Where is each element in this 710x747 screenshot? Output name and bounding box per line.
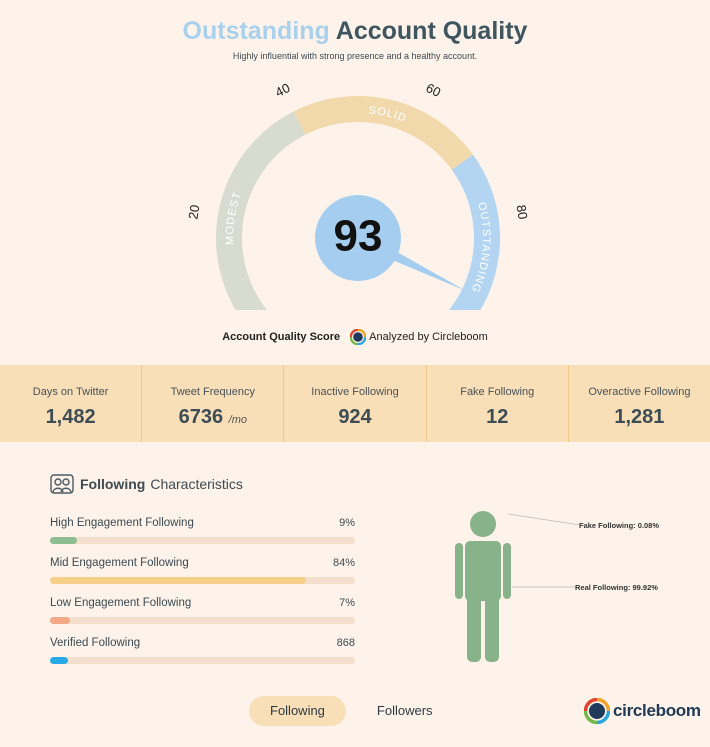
brand-logo: circleboom bbox=[584, 698, 701, 724]
heading-normal: Characteristics bbox=[150, 476, 243, 492]
tab-followers[interactable]: Followers bbox=[376, 703, 433, 718]
fake-leader-line bbox=[507, 513, 581, 526]
stat-value: 924 bbox=[338, 406, 372, 428]
gauge-segment-outstanding bbox=[448, 154, 500, 310]
stat-unit: /mo bbox=[228, 414, 247, 426]
person-head bbox=[470, 511, 496, 537]
gauge-tick-label: 20 bbox=[185, 204, 202, 221]
stat-label: Tweet Frequency bbox=[170, 386, 255, 398]
bar-value: 7% bbox=[339, 597, 355, 609]
quality-gauge: MODESTSOLIDOUTSTANDING02040608010093 bbox=[185, 80, 531, 310]
bar-fill bbox=[50, 657, 69, 664]
bar-value: 868 bbox=[336, 637, 355, 649]
real-following-label: Real Following: 99.92% bbox=[575, 583, 658, 592]
title-accent: Outstanding bbox=[182, 17, 330, 45]
person-torso bbox=[465, 541, 501, 601]
person-icon bbox=[455, 511, 511, 662]
gauge-score: 93 bbox=[334, 212, 383, 261]
gauge-segment-modest bbox=[216, 111, 306, 310]
analyzed-by-label: Analyzed by Circleboom bbox=[369, 331, 488, 343]
stat-value: 6736 /mo bbox=[178, 406, 247, 428]
circleboom-logo-icon bbox=[350, 329, 367, 345]
bar-fill bbox=[50, 537, 78, 544]
bar-fill bbox=[50, 577, 307, 584]
bar-track bbox=[50, 537, 355, 544]
gauge-segment-solid bbox=[293, 96, 473, 170]
person-left-arm bbox=[455, 543, 463, 599]
bar-value: 84% bbox=[332, 557, 355, 569]
bar-label: Verified Following bbox=[50, 637, 141, 649]
title-rest: Account Quality bbox=[329, 17, 528, 45]
stat-value: 1,482 bbox=[45, 406, 96, 428]
engagement-bars: High Engagement Following 9% Mid Engagem… bbox=[50, 517, 355, 677]
page-subtitle: Highly influential with strong presence … bbox=[232, 51, 478, 61]
gauge-tick-label: 40 bbox=[273, 80, 293, 100]
bar-label: High Engagement Following bbox=[50, 517, 194, 529]
person-left-leg bbox=[467, 595, 481, 662]
bar-label: Low Engagement Following bbox=[50, 597, 192, 609]
heading-bold: Following bbox=[80, 476, 146, 492]
bar-verified: Verified Following 868 bbox=[50, 637, 355, 677]
score-label: Account Quality Score bbox=[222, 331, 341, 343]
stat-overactive-following: Overactive Following 1,281 bbox=[569, 365, 710, 442]
tab-bar: Following Followers bbox=[249, 696, 454, 726]
bar-label: Mid Engagement Following bbox=[50, 557, 189, 569]
stat-fake-following: Fake Following 12 bbox=[427, 365, 569, 442]
gauge-tick-label: 80 bbox=[513, 204, 530, 221]
bar-track bbox=[50, 617, 355, 624]
stat-label: Inactive Following bbox=[311, 386, 399, 398]
person-right-leg bbox=[485, 595, 499, 662]
brand-name: circleboom bbox=[613, 701, 701, 720]
bar-low-engagement: Low Engagement Following 7% bbox=[50, 597, 355, 637]
bar-high-engagement: High Engagement Following 9% bbox=[50, 517, 355, 557]
bar-track bbox=[50, 577, 355, 584]
following-characteristics-heading: Following Characteristics bbox=[50, 474, 243, 494]
stat-label: Overactive Following bbox=[588, 386, 691, 398]
bar-fill bbox=[50, 617, 70, 624]
stat-inactive-following: Inactive Following 924 bbox=[284, 365, 427, 442]
fake-following-label: Fake Following: 0.08% bbox=[579, 521, 659, 530]
following-figure: Fake Following: 0.08% Real Following: 99… bbox=[455, 511, 659, 662]
person-right-arm bbox=[503, 543, 511, 599]
gauge-tick-label: 60 bbox=[424, 80, 444, 100]
stat-value: 12 bbox=[486, 406, 509, 428]
gauge-hub bbox=[315, 195, 401, 281]
users-icon bbox=[50, 474, 74, 494]
stats-bar: Days on Twitter 1,482 Tweet Frequency 67… bbox=[0, 365, 710, 442]
bar-track bbox=[50, 657, 355, 664]
tab-following[interactable]: Following bbox=[249, 696, 346, 726]
circleboom-logo-icon bbox=[584, 698, 610, 724]
stat-days-on-twitter: Days on Twitter 1,482 bbox=[0, 365, 143, 442]
stat-value: 1,281 bbox=[614, 406, 665, 428]
stat-label: Days on Twitter bbox=[32, 386, 109, 398]
page-title: Outstanding Account Quality bbox=[0, 17, 710, 46]
bar-value: 9% bbox=[339, 517, 355, 529]
bar-mid-engagement: Mid Engagement Following 84% bbox=[50, 557, 355, 597]
stat-tweet-frequency: Tweet Frequency 6736 /mo bbox=[142, 365, 285, 442]
stat-label: Fake Following bbox=[460, 386, 535, 398]
score-caption: Account Quality Score Analyzed by Circle… bbox=[0, 329, 710, 345]
